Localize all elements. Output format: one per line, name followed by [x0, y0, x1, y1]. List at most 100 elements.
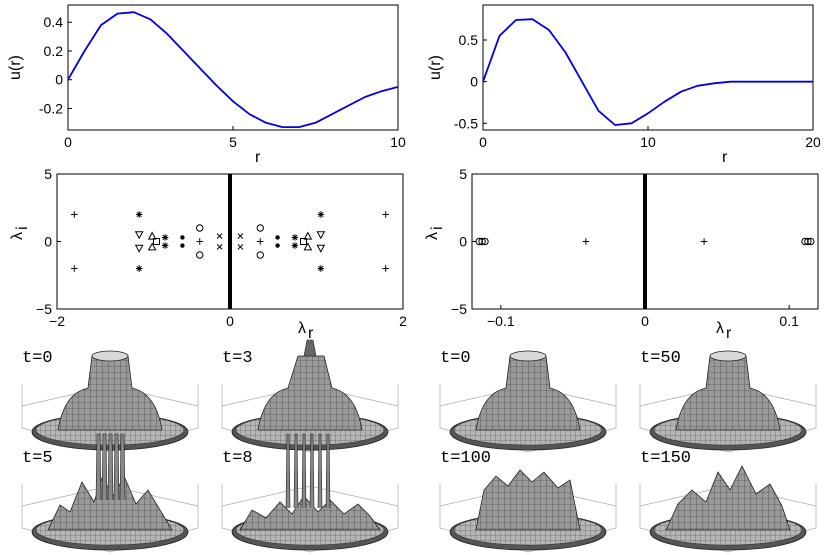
eigenvalue-point	[700, 238, 708, 245]
x-tick-label: 0	[226, 313, 234, 329]
x-axis-label: r	[722, 149, 728, 166]
eigenvalue-point	[196, 224, 204, 232]
eigenvalue-point	[216, 244, 223, 250]
tick-labels: 0 5 10 -0.2 0 0.2 0.4	[39, 14, 406, 150]
x-axis-label: r	[255, 149, 261, 166]
tick-labels: −2 0 2 −5 0 5	[36, 166, 407, 329]
profile-plot-right: 0 10 20-0.500.5 r u(r)	[427, 4, 821, 166]
y-axis-label: λi	[9, 226, 31, 240]
surface-spike	[293, 433, 299, 509]
x-tick-label: 5	[229, 134, 237, 150]
surface-body	[475, 469, 581, 531]
eigenvalue-point	[801, 237, 809, 246]
surface-spike	[101, 433, 108, 501]
eigenvalue-point	[481, 237, 489, 246]
eigenvalue-point	[147, 242, 157, 251]
svg-text:i: i	[429, 226, 446, 230]
eigenvalue-point	[161, 234, 169, 241]
y-tick-label: 0.2	[44, 43, 64, 59]
svg-text:i: i	[14, 226, 31, 230]
surface-crater	[509, 350, 547, 362]
svg-text:λ: λ	[424, 232, 441, 240]
surface-spike	[119, 433, 126, 501]
eigenvalue-point	[478, 237, 486, 246]
line-series	[482, 18, 813, 126]
line-series	[67, 11, 399, 128]
eigenvalue-markers	[475, 174, 815, 309]
surface-snapshot: t=50	[639, 349, 817, 453]
eigenvalue-point	[161, 242, 169, 249]
eigenvalue-point	[180, 235, 185, 240]
eigenvalue-point	[196, 251, 204, 259]
eigenvalue-point	[134, 231, 144, 240]
snapshot-time-label: t=3	[222, 349, 253, 368]
surface-snapshot: t=100	[439, 449, 617, 553]
y-tick-label: 0.4	[44, 14, 64, 30]
tick-labels: −0.1 0 0.1 −5 0 5	[451, 166, 799, 329]
eigenvalue-point	[300, 238, 308, 245]
eigenvalue-point	[316, 231, 326, 240]
surface-crater	[709, 350, 747, 362]
x-tick-label: 20	[805, 134, 821, 150]
surface-snapshots: t=0 t=3 t=5 t=8 t=0 t=50 t=100 t=150	[21, 339, 817, 553]
surface-spike	[303, 339, 317, 357]
y-tick-label: 5	[459, 166, 467, 182]
eigenvalue-point	[317, 265, 325, 272]
snapshot-time-label: t=150	[640, 449, 691, 468]
y-tick-label: 5	[44, 166, 52, 182]
snapshot-time-label: t=8	[222, 449, 253, 468]
y-tick-label: 0.5	[459, 32, 479, 48]
eigenvalue-point	[180, 243, 185, 248]
x-tick-label: 0	[64, 134, 72, 150]
eigenvalue-point	[135, 211, 143, 218]
snapshot-time-label: t=5	[22, 449, 53, 468]
snapshot-time-label: t=0	[440, 349, 471, 368]
eigenvalue-point	[237, 233, 244, 239]
surface-spike	[107, 433, 114, 501]
y-axis-label: λi	[424, 226, 446, 240]
surface-snapshot: t=5	[21, 433, 199, 553]
eigenvalue-point	[382, 265, 389, 272]
eigenvalue-point	[291, 234, 299, 241]
surface-body	[239, 495, 381, 531]
eigenvalue-point	[275, 243, 280, 248]
snapshot-time-label: t=100	[440, 449, 491, 468]
eigenvalue-point	[135, 265, 143, 272]
surface-spike	[285, 433, 291, 509]
x-tick-label: 10	[640, 134, 656, 150]
surface-peak	[675, 355, 781, 431]
eigenvalue-point	[291, 242, 299, 249]
eigenvalue-point	[71, 265, 78, 272]
surface-snapshot: t=150	[639, 449, 817, 553]
surface-snapshot: t=3	[221, 339, 399, 453]
y-tick-label: 0	[459, 234, 467, 250]
eigenvalue-point	[147, 231, 157, 240]
plot-frame	[67, 4, 399, 131]
x-tick-label: −2	[49, 313, 65, 329]
x-tick-label: 0	[641, 313, 649, 329]
eigenvalue-point	[316, 244, 326, 253]
surface-snapshot: t=0	[21, 349, 199, 453]
y-tick-label: 0	[55, 72, 63, 88]
eigenvalue-point	[216, 233, 223, 239]
x-tick-label: 10	[390, 134, 406, 150]
y-tick-label: 0	[470, 74, 478, 90]
surface-spike	[325, 433, 331, 509]
eigenvalue-point	[475, 237, 483, 246]
eigenvalue-point	[256, 251, 264, 259]
eigenvalue-point	[196, 238, 203, 245]
surface-snapshot: t=8	[221, 433, 399, 553]
eigenvalue-point	[303, 242, 313, 251]
eigenvalue-point	[804, 237, 812, 246]
eigenvalue-point	[256, 224, 264, 232]
svg-text:r: r	[726, 325, 732, 342]
eigenvalue-point	[582, 238, 590, 245]
y-axis-label: u(r)	[7, 55, 24, 80]
surface-body	[665, 465, 791, 531]
eigenvalue-point	[807, 237, 815, 246]
x-tick-label: 2	[399, 313, 407, 329]
y-tick-label: −5	[36, 301, 52, 317]
